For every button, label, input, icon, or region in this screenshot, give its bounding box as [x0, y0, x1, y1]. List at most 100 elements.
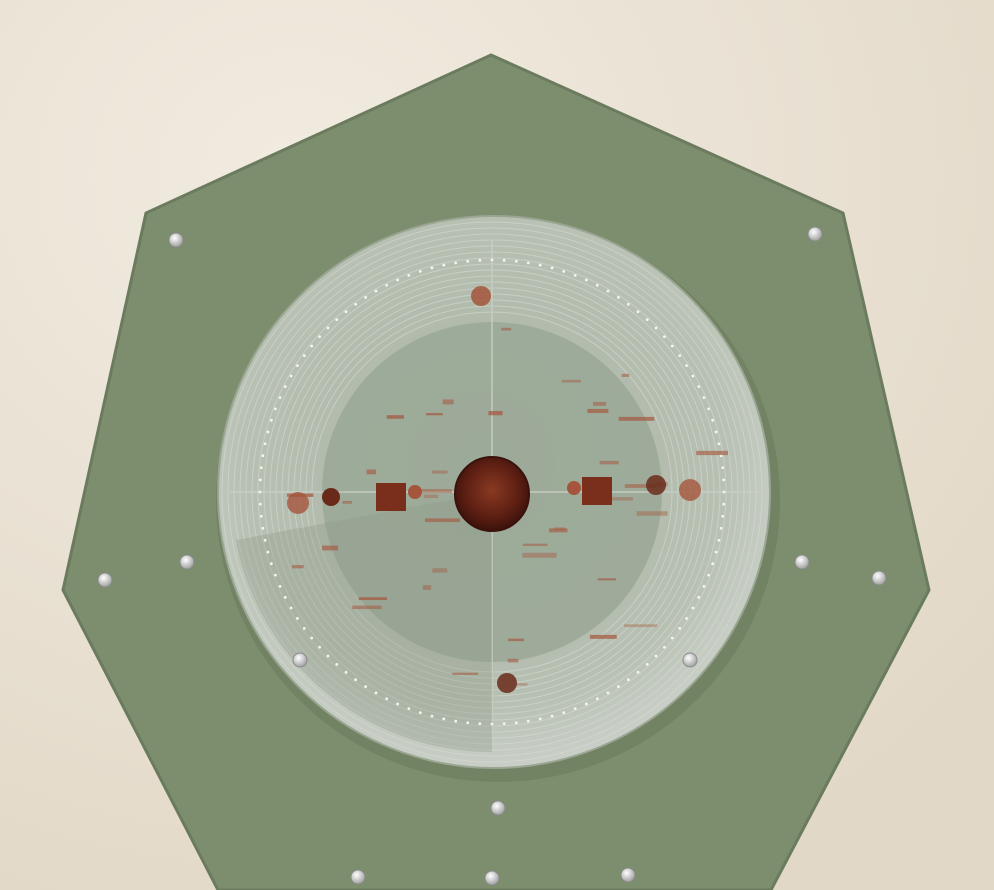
outer-dot — [466, 721, 470, 725]
outer-dot — [707, 407, 710, 411]
rust-mark — [292, 565, 304, 569]
rust-mark — [358, 597, 387, 601]
rust-mark — [426, 413, 443, 416]
outer-dot — [278, 396, 282, 400]
mounting-screws — [97, 226, 887, 886]
outer-dot — [261, 526, 265, 530]
outer-dot — [335, 318, 339, 321]
outer-dot — [263, 442, 267, 446]
rust-mark — [589, 634, 617, 639]
outer-dot — [418, 269, 422, 273]
outer-dot — [663, 335, 666, 339]
rust-mark — [422, 585, 432, 590]
screw — [620, 867, 636, 883]
rust-mark — [508, 638, 525, 642]
rust-mark — [342, 501, 353, 504]
outer-dot — [670, 636, 674, 640]
outer-dot — [562, 269, 566, 273]
outer-dot — [616, 296, 620, 299]
outer-dot — [478, 258, 482, 262]
outer-dot — [466, 259, 470, 263]
outer-dot — [259, 466, 263, 470]
outer-dot — [385, 697, 389, 701]
outer-dot — [274, 407, 277, 411]
outer-dot — [502, 258, 506, 262]
rust-mark — [696, 450, 729, 456]
outer-dot — [442, 263, 446, 267]
outer-dot-ring — [258, 258, 726, 726]
outer-dot — [595, 697, 599, 701]
outer-dot — [538, 263, 542, 267]
rust-mark — [621, 373, 630, 377]
outer-dot — [318, 335, 321, 339]
outer-dot — [685, 616, 688, 620]
outer-dot — [266, 430, 270, 434]
screw — [794, 554, 810, 570]
outer-dot — [374, 691, 378, 695]
outer-dot — [263, 538, 267, 542]
outer-dot — [717, 442, 721, 446]
outer-dot — [385, 283, 389, 287]
outer-dot — [654, 326, 658, 330]
screw — [168, 232, 184, 248]
outer-dot — [636, 670, 640, 674]
outer-dot — [595, 283, 599, 287]
rust-mark — [624, 484, 657, 488]
screw — [97, 572, 113, 588]
outer-dot — [573, 274, 577, 277]
outer-dot — [310, 344, 314, 348]
outer-dot — [258, 490, 262, 494]
rust-mark — [452, 672, 479, 675]
outer-dot — [526, 719, 530, 723]
outer-dot — [396, 278, 400, 282]
rust-mark — [488, 410, 503, 416]
outer-dot — [711, 418, 715, 422]
right-planet-row — [567, 475, 701, 505]
outer-dot — [478, 722, 482, 726]
rust-mark — [522, 543, 548, 546]
rust-mark — [636, 511, 668, 516]
rust-mark — [507, 658, 519, 663]
rust-mark — [522, 552, 557, 558]
outer-dot — [283, 385, 287, 389]
screw — [179, 554, 195, 570]
rust-mark — [593, 401, 607, 406]
screw — [350, 869, 366, 885]
outer-dot — [678, 354, 682, 358]
outer-dot — [335, 663, 339, 666]
outer-dot — [702, 584, 706, 588]
top-marker — [471, 286, 491, 306]
outer-dot — [636, 310, 640, 314]
outer-dot — [418, 711, 422, 715]
outer-dot — [562, 711, 566, 715]
outer-dot — [626, 678, 630, 682]
rust-mark — [599, 460, 619, 465]
rust-mark — [322, 545, 339, 551]
rust-mark — [624, 624, 657, 628]
outer-dot — [663, 645, 666, 649]
outer-dot — [722, 478, 726, 482]
outer-dot — [289, 606, 293, 610]
outer-dot — [269, 418, 273, 422]
outer-dot — [302, 354, 306, 358]
rust-mark — [553, 527, 566, 531]
outer-dot — [326, 654, 330, 658]
bottom-marker — [497, 673, 517, 693]
outer-dot — [430, 266, 434, 270]
outer-dot — [454, 261, 458, 265]
outer-dot — [344, 310, 348, 314]
outer-dot — [296, 616, 299, 620]
lower-left-sector — [236, 492, 492, 753]
outer-dot — [707, 573, 710, 577]
outer-dot — [374, 289, 378, 293]
ring-line — [221, 221, 763, 763]
rust-mark — [516, 683, 528, 686]
screw — [682, 652, 698, 668]
outer-dot — [550, 714, 554, 718]
rust-mark — [419, 489, 452, 493]
outer-dot — [711, 562, 715, 566]
outer-dot — [514, 259, 518, 263]
outer-dot — [514, 721, 518, 725]
screw — [871, 570, 887, 586]
outer-dot — [606, 289, 610, 293]
